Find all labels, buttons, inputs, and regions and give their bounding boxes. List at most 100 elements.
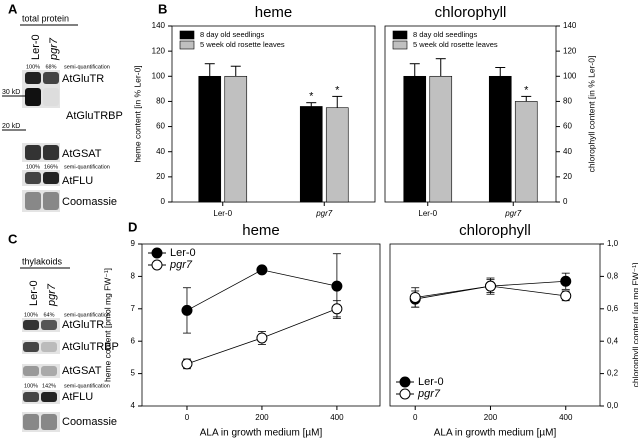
band xyxy=(25,172,41,184)
significance: * xyxy=(335,84,340,96)
legend-label: 5 week old rosette leaves xyxy=(413,40,498,49)
x-tick-label: 200 xyxy=(255,413,269,422)
point xyxy=(181,358,193,370)
point xyxy=(256,332,268,344)
y-tick-label: 140 xyxy=(152,21,166,30)
panel-letter: D xyxy=(128,219,137,234)
quant: 100% xyxy=(26,164,40,170)
plot-frame xyxy=(384,25,557,203)
marker-label: 20 kD xyxy=(2,123,20,130)
quant: 68% xyxy=(45,64,56,70)
marker-label: 30 kD xyxy=(2,89,20,96)
bar xyxy=(514,101,538,203)
y-tick-label: 20 xyxy=(563,172,572,181)
band xyxy=(41,392,57,402)
plot-frame xyxy=(141,243,381,407)
y-tick-label: 8 xyxy=(131,272,136,281)
point xyxy=(560,275,572,287)
y-tick-label: 1,0 xyxy=(607,239,619,248)
y-tick-label: 120 xyxy=(563,46,577,55)
quant: 64% xyxy=(43,312,54,318)
legend-label: 8 day old seedlings xyxy=(413,30,477,39)
legend-marker xyxy=(399,388,411,400)
y-tick-label: 0,6 xyxy=(607,304,619,313)
y-tick-label: 60 xyxy=(156,122,165,131)
band xyxy=(43,88,59,106)
band xyxy=(23,342,39,352)
band-label: AtGluTR xyxy=(62,73,104,85)
y-tick-label: 0,4 xyxy=(607,336,619,345)
legend-label: 5 week old rosette leaves xyxy=(200,40,285,49)
band xyxy=(23,366,39,376)
band xyxy=(23,392,39,402)
chart-title: chlorophyll xyxy=(435,4,507,21)
chart-title: heme xyxy=(255,4,293,21)
lane-label: Ler-0 xyxy=(30,34,42,60)
bar xyxy=(299,106,323,203)
y-tick-label: 40 xyxy=(563,147,572,156)
y-tick-label: 7 xyxy=(131,304,136,313)
band-label: Coomassie xyxy=(62,416,117,428)
band xyxy=(43,72,59,84)
bar xyxy=(403,75,427,203)
quant-label: semi-quantification xyxy=(64,383,110,389)
quant-label: semi-quantification xyxy=(64,64,110,70)
y-tick-label: 0 xyxy=(563,197,568,206)
chart-title: heme xyxy=(242,222,280,239)
blot-title: total protein xyxy=(22,13,69,23)
quant: 100% xyxy=(24,383,38,389)
point xyxy=(331,280,343,292)
band xyxy=(41,414,57,430)
y-tick-label: 140 xyxy=(563,21,577,30)
point xyxy=(560,290,572,302)
x-tick-label: Ler-0 xyxy=(418,209,437,218)
quant: 100% xyxy=(24,312,38,318)
y-tick-label: 4 xyxy=(131,401,136,410)
bar xyxy=(198,75,222,203)
y-tick-label: 0 xyxy=(161,197,166,206)
legend-swatch xyxy=(179,30,195,40)
band-label: AtGSAT xyxy=(62,365,102,377)
band xyxy=(43,192,59,210)
legend-label: Ler-0 xyxy=(170,247,196,259)
legend-swatch xyxy=(392,30,408,40)
legend-swatch xyxy=(179,40,195,50)
y-tick-label: 40 xyxy=(156,147,165,156)
lane-label: Ler-0 xyxy=(28,280,40,306)
legend-marker xyxy=(151,247,163,259)
band xyxy=(25,192,41,210)
quant: 166% xyxy=(44,164,58,170)
x-tick-label: pgr7 xyxy=(315,209,333,218)
y-tick-label: 100 xyxy=(152,71,166,80)
y-tick-label: 0,0 xyxy=(607,401,619,410)
y-tick-label: 0,8 xyxy=(607,272,619,281)
lane-label: pgr7 xyxy=(48,37,60,61)
chart-title: chlorophyll xyxy=(459,222,531,239)
band-label: AtFLU xyxy=(62,391,93,403)
band xyxy=(23,320,39,330)
x-tick-label: 200 xyxy=(484,413,498,422)
band-label: AtGSAT xyxy=(62,148,102,160)
bar xyxy=(429,75,453,203)
y-tick-label: 0,2 xyxy=(607,369,619,378)
y-axis-label: chlorophyll content [µg mg FW⁻¹] xyxy=(630,263,638,388)
series-line xyxy=(186,269,337,311)
plot-frame xyxy=(389,243,601,407)
x-tick-label: 400 xyxy=(559,413,573,422)
blot-title: thylakoids xyxy=(22,256,63,266)
y-tick-label: 80 xyxy=(563,97,572,106)
y-tick-label: 80 xyxy=(156,97,165,106)
y-tick-label: 5 xyxy=(131,369,136,378)
band-label: AtGluTRBP xyxy=(66,110,123,122)
legend-label: pgr7 xyxy=(169,259,193,271)
bar xyxy=(325,107,349,203)
band xyxy=(41,320,57,330)
quant-label: semi-quantification xyxy=(64,312,110,318)
point xyxy=(256,264,268,276)
legend-label: 8 day old seedlings xyxy=(200,30,264,39)
quant: 100% xyxy=(26,64,40,70)
x-tick-label: 0 xyxy=(185,413,190,422)
bar xyxy=(224,75,248,203)
band xyxy=(25,72,41,84)
y-tick-label: 120 xyxy=(152,46,166,55)
